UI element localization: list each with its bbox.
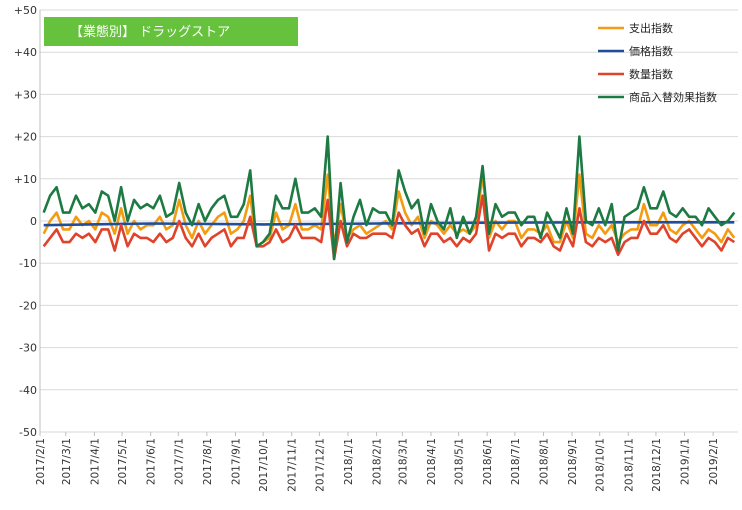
x-tick-label: 2017/6/1 <box>146 438 158 485</box>
series-lines <box>42 135 736 261</box>
y-tick-label: -30 <box>19 342 37 355</box>
y-tick-label: +10 <box>14 173 37 186</box>
x-tick-label: 2018/3/1 <box>397 438 409 485</box>
x-tick-label: 2018/10/1 <box>595 438 607 492</box>
y-tick-label: +30 <box>14 88 37 101</box>
chart-title: 【業態別】 ドラッグストア <box>70 24 230 40</box>
gridlines <box>39 9 738 433</box>
x-tick-label: 2017/11/1 <box>287 438 299 492</box>
x-tick-label: 2017/5/1 <box>117 438 129 485</box>
x-axis-tick-labels: 2017/2/1 2017/3/1 2017/4/1 2017/5/1 2017/6/1… <box>35 432 720 492</box>
y-tick-label: -10 <box>19 257 37 270</box>
y-tick-label: +20 <box>14 131 37 144</box>
y-tick-label: -40 <box>19 384 37 397</box>
x-tick-label: 2018/11/1 <box>623 438 635 492</box>
legend-label: 数量指数 <box>629 67 673 81</box>
x-tick-label: 2018/4/1 <box>426 438 438 485</box>
chart-title-box: 【業態別】 ドラッグストア <box>44 17 298 46</box>
x-tick-label: 2018/2/1 <box>372 438 384 485</box>
x-tick-label: 2018/8/1 <box>538 438 550 485</box>
y-axis-tick-labels: +50 +40 +30 +20 +10 0 -10 -20 -30 -40 -50 <box>14 4 37 439</box>
x-tick-label: 2017/9/1 <box>230 438 242 485</box>
legend-label: 価格指数 <box>629 44 673 58</box>
legend-label: 商品入替効果指数 <box>629 90 717 104</box>
series-line <box>42 135 736 261</box>
series-line <box>42 194 736 261</box>
x-tick-label: 2019/1/1 <box>680 438 692 485</box>
x-tick-label: 2018/12/1 <box>651 438 663 492</box>
x-tick-label: 2019/2/1 <box>708 438 720 485</box>
x-tick-label: 2018/1/1 <box>343 438 355 485</box>
chart-title-background <box>44 17 298 46</box>
x-tick-label: 2017/2/1 <box>35 438 47 485</box>
y-tick-label: -20 <box>19 299 37 312</box>
x-tick-label: 2017/3/1 <box>61 438 73 485</box>
x-tick-label: 2017/12/1 <box>314 438 326 492</box>
x-tick-label: 2018/9/1 <box>567 438 579 485</box>
y-tick-label: +50 <box>14 4 37 17</box>
y-tick-label: 0 <box>30 215 37 228</box>
y-tick-label: +40 <box>14 46 37 59</box>
x-tick-label: 2018/5/1 <box>454 438 466 485</box>
y-tick-label: -50 <box>19 426 37 439</box>
series-line <box>43 221 735 227</box>
x-tick-label: 2018/6/1 <box>482 438 494 485</box>
x-tick-label: 2018/7/1 <box>510 438 522 485</box>
x-tick-label: 2017/10/1 <box>258 438 270 492</box>
x-tick-label: 2017/7/1 <box>173 438 185 485</box>
x-tick-label: 2017/4/1 <box>89 438 101 485</box>
legend-label: 支出指数 <box>629 21 673 35</box>
x-tick-label: 2017/8/1 <box>202 438 214 485</box>
